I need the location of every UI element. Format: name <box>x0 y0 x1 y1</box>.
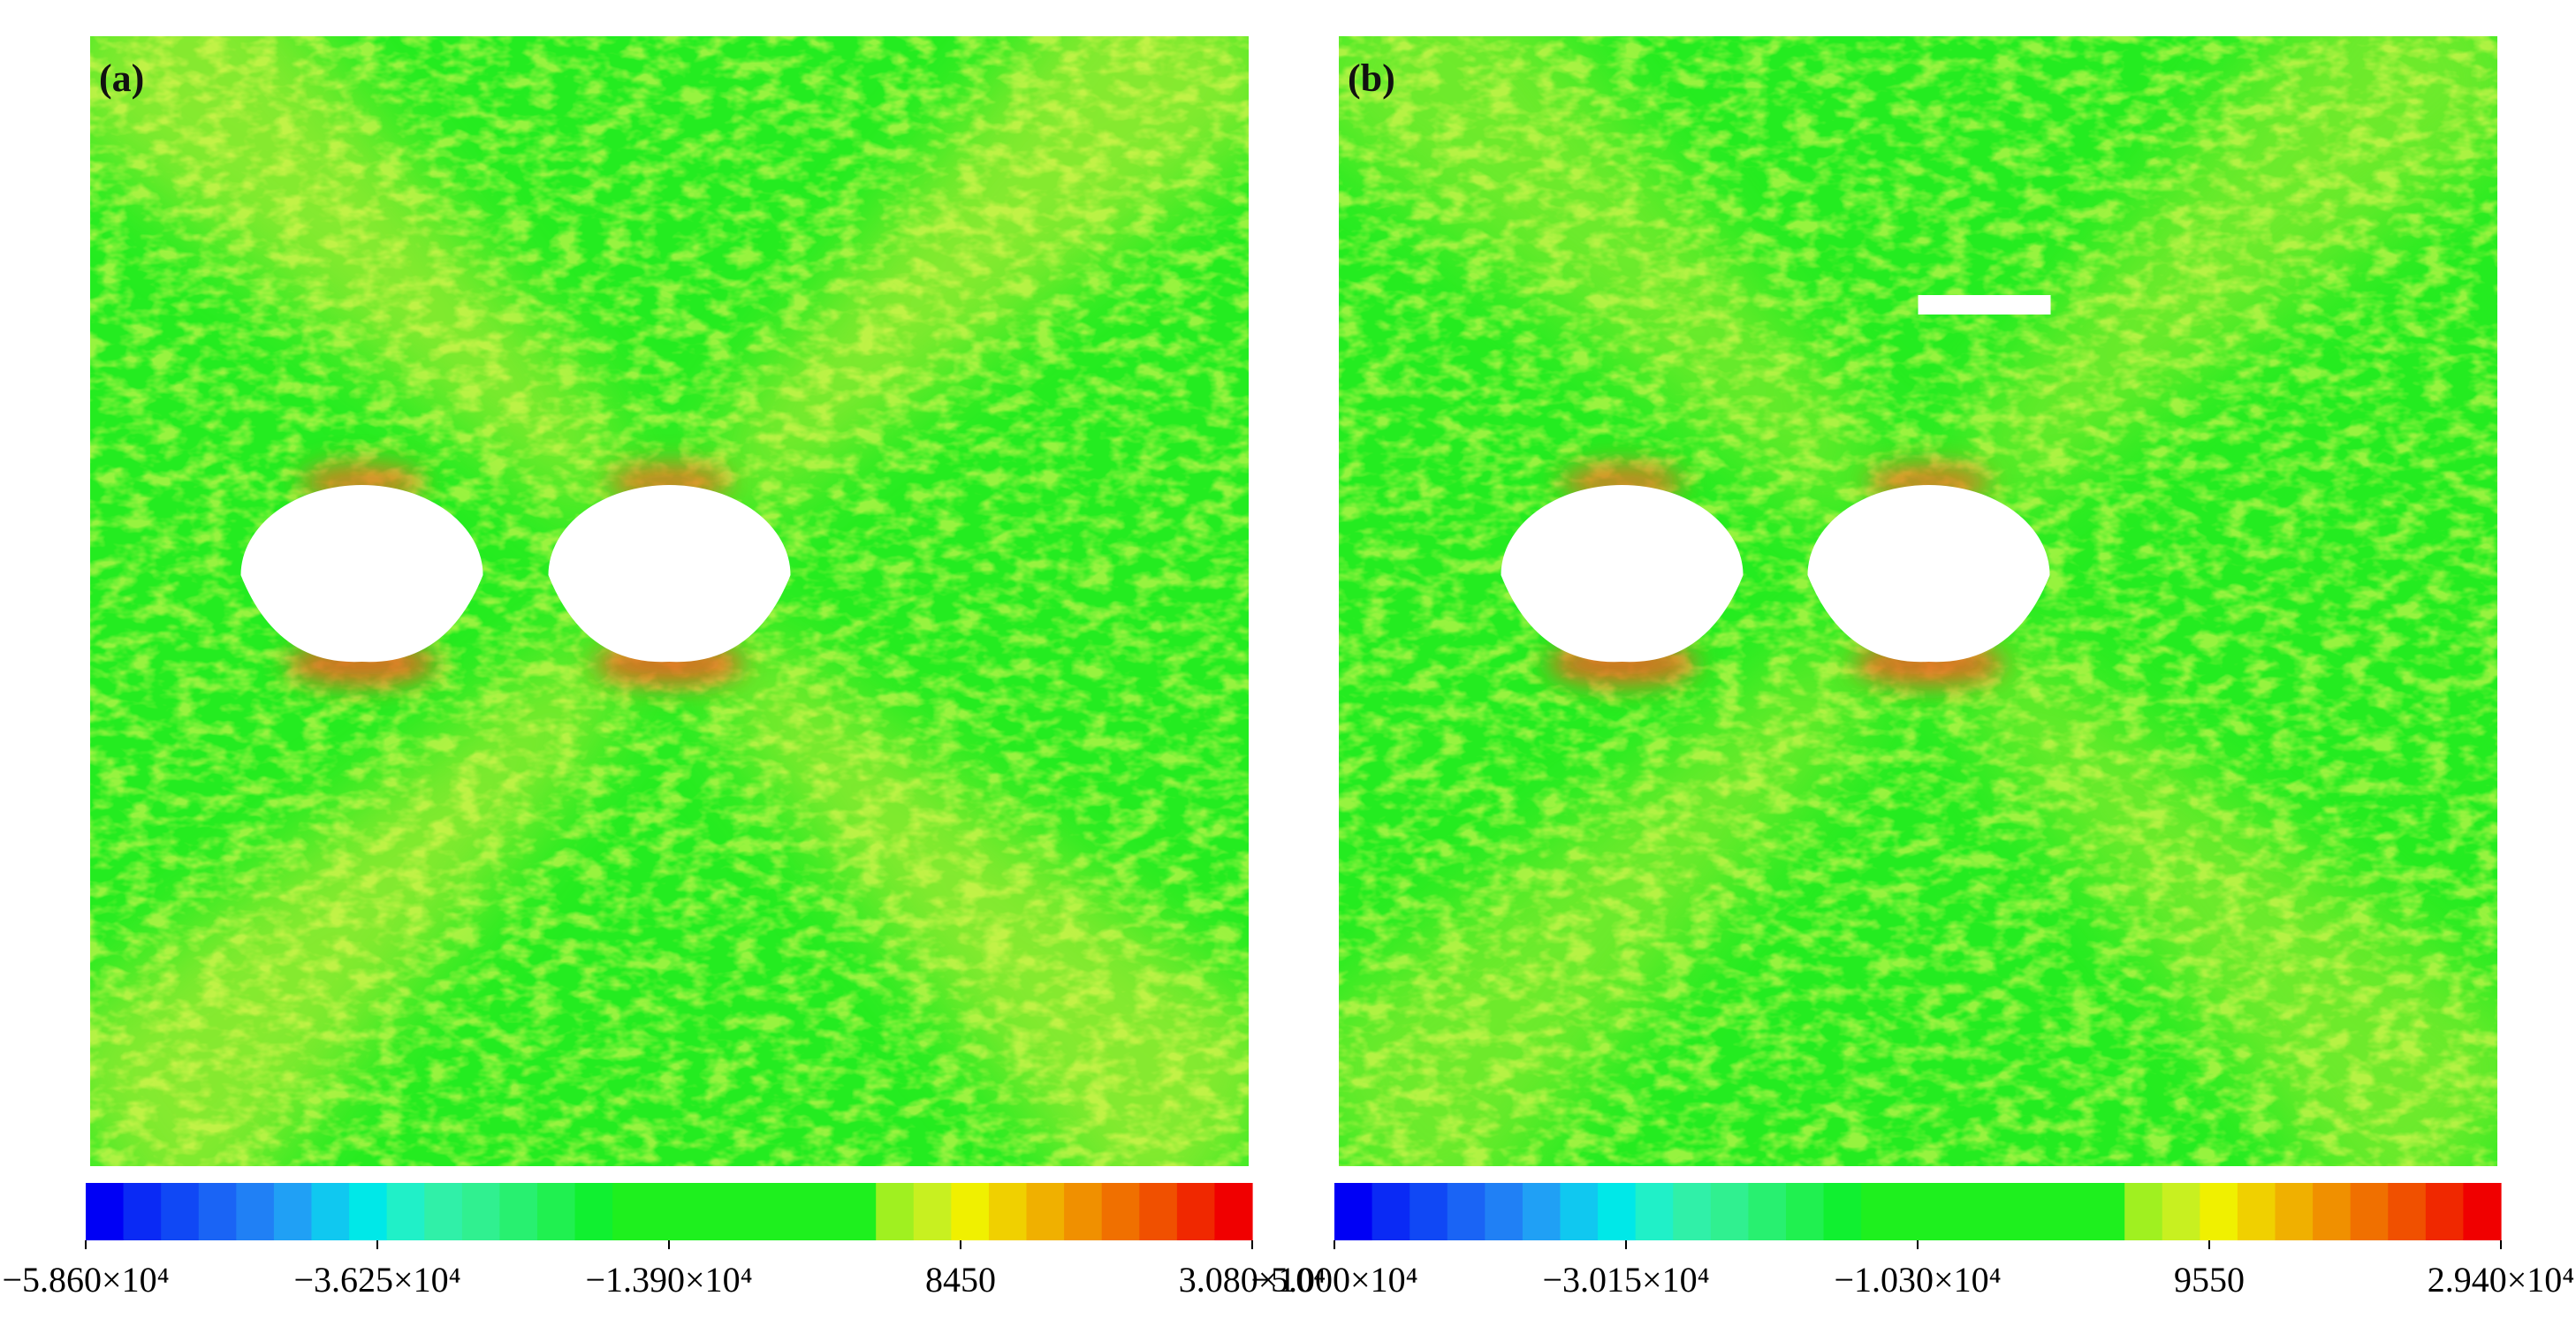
colorbar-step <box>1101 1183 1140 1240</box>
colorbar-step <box>1064 1183 1103 1240</box>
colorbar-step <box>1214 1183 1253 1240</box>
colorbar-step <box>838 1183 877 1240</box>
colorbar-step <box>1560 1183 1599 1240</box>
field <box>1339 36 2497 1166</box>
contour-panel: (a) −5.860×10⁴ −3.625×10⁴ −1.390×10⁴ 8450 3.0… <box>2 36 1326 1300</box>
colorbar-step <box>2162 1183 2200 1240</box>
colorbar-step <box>2011 1183 2050 1240</box>
colorbar-step <box>688 1183 726 1240</box>
opening <box>1807 485 2050 663</box>
colorbar-step <box>1861 1183 1900 1240</box>
colorbar-step <box>1785 1183 1825 1240</box>
colorbar-step <box>612 1183 651 1240</box>
colorbar-step <box>763 1183 802 1240</box>
colorbar-step <box>2200 1183 2238 1240</box>
colorbar-tick-label: −3.015×10⁴ <box>1542 1260 1709 1300</box>
colorbar-step <box>1936 1183 1975 1240</box>
colorbar-step <box>2350 1183 2389 1240</box>
colorbar-step <box>1372 1183 1410 1240</box>
colorbar-step <box>499 1183 538 1240</box>
colorbar-tick-label: 3.080×10⁴ <box>1179 1260 1326 1300</box>
colorbar-step <box>2275 1183 2314 1240</box>
colorbar-step <box>2388 1183 2427 1240</box>
panel-label: (a) <box>99 57 144 100</box>
colorbar-step <box>349 1183 388 1240</box>
colorbar-step <box>198 1183 237 1240</box>
colorbar-step <box>1898 1183 1937 1240</box>
colorbar-step <box>913 1183 952 1240</box>
colorbar-step <box>2313 1183 2352 1240</box>
colorbar-step <box>2425 1183 2465 1240</box>
colorbar-step <box>1522 1183 1562 1240</box>
colorbar-step <box>988 1183 1028 1240</box>
colorbar-tick-label: −5.000×10⁴ <box>1250 1260 1417 1300</box>
colorbar-step <box>461 1183 500 1240</box>
colorbar-step <box>1447 1183 1486 1240</box>
colorbar-tick-label: 9550 <box>2174 1260 2245 1300</box>
colorbar-step <box>236 1183 275 1240</box>
colorbar-step <box>1026 1183 1065 1240</box>
colorbar-step <box>161 1183 200 1240</box>
colorbar-step <box>1176 1183 1216 1240</box>
colorbar-step <box>876 1183 915 1240</box>
colorbar-step <box>1485 1183 1524 1240</box>
colorbar-step <box>1139 1183 1178 1240</box>
colorbar-step <box>311 1183 350 1240</box>
colorbar-step <box>1973 1183 2013 1240</box>
colorbar-step <box>1635 1183 1674 1240</box>
colorbar-tick-label: −1.390×10⁴ <box>585 1260 752 1300</box>
colorbar-tick-label: 8450 <box>925 1260 996 1300</box>
colorbar-tick-label: −1.030×10⁴ <box>1834 1260 2001 1300</box>
colorbar-step <box>386 1183 425 1240</box>
colorbar-step <box>273 1183 313 1240</box>
opening <box>240 485 483 663</box>
colorbar-step <box>574 1183 613 1240</box>
colorbar-step <box>2049 1183 2088 1240</box>
opening <box>548 485 791 663</box>
colorbar-tick-label: −5.860×10⁴ <box>2 1260 169 1300</box>
colorbar-step <box>1334 1183 1373 1240</box>
colorbar-step <box>951 1183 990 1240</box>
colorbar-step <box>536 1183 576 1240</box>
field <box>90 36 1249 1166</box>
colorbar-step <box>424 1183 463 1240</box>
colorbar-step <box>1823 1183 1862 1240</box>
colorbar-step <box>1410 1183 1448 1240</box>
colorbar-step <box>2237 1183 2276 1240</box>
colorbar-step <box>86 1183 125 1240</box>
contour-panel: (b) −5.000×10⁴ −3.015×10⁴ −1.030×10⁴ 9550 2.9… <box>1250 36 2575 1300</box>
colorbar-step <box>1748 1183 1787 1240</box>
colorbar-step <box>1673 1183 1712 1240</box>
colorbar-step <box>725 1183 764 1240</box>
colorbar-step <box>1598 1183 1637 1240</box>
colorbar-tick-label: 2.940×10⁴ <box>2428 1260 2575 1300</box>
colorbar-step <box>801 1183 840 1240</box>
colorbar-step <box>2463 1183 2502 1240</box>
opening <box>1501 485 1744 663</box>
colorbar-step <box>1710 1183 1749 1240</box>
colorbar-step <box>123 1183 162 1240</box>
colorbar-step <box>2086 1183 2125 1240</box>
panel-label: (b) <box>1348 57 1395 100</box>
colorbar-tick-label: −3.625×10⁴ <box>293 1260 460 1300</box>
slot <box>1918 295 2051 315</box>
colorbar-step <box>2124 1183 2163 1240</box>
colorbar-step <box>650 1183 688 1240</box>
